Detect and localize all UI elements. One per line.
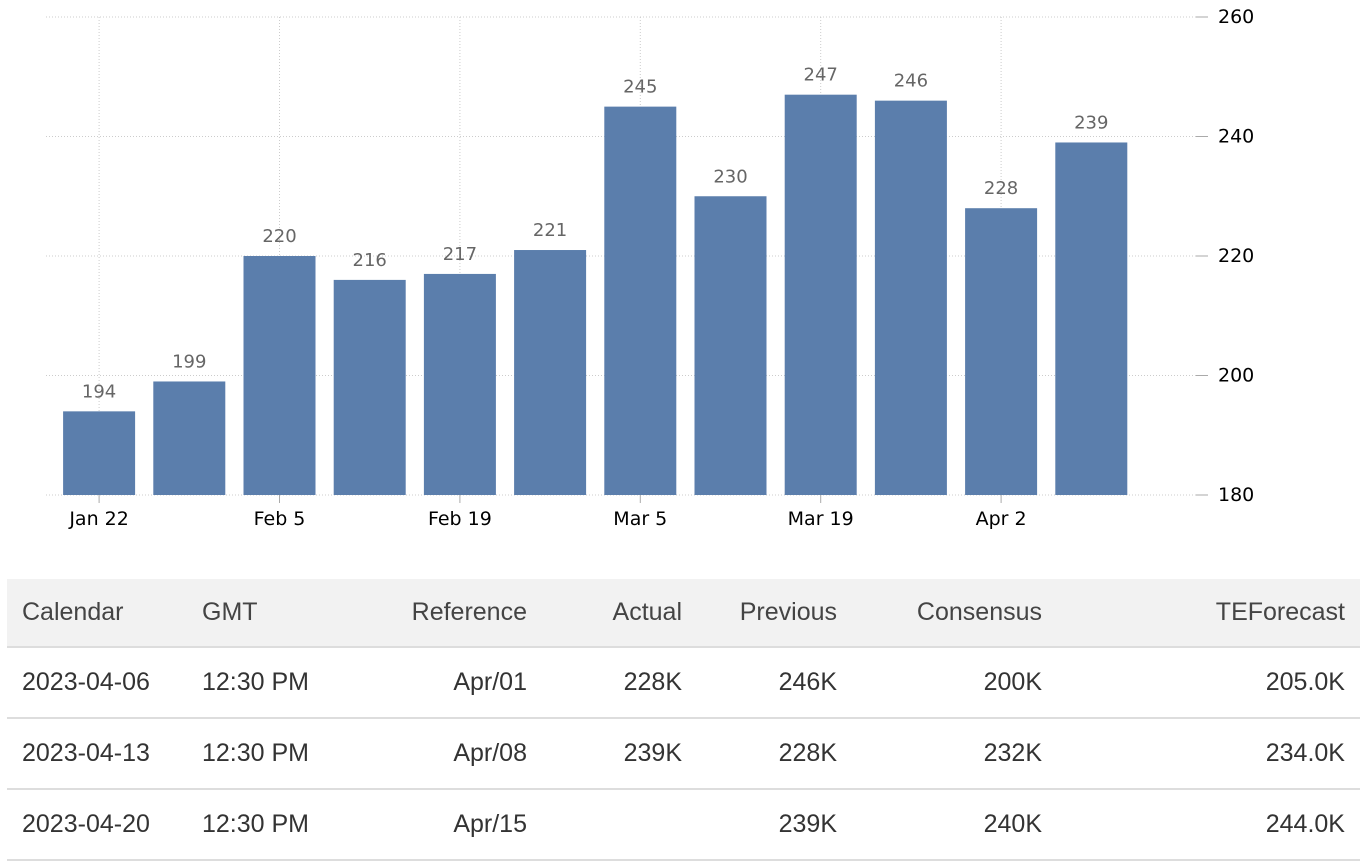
y-tick-label: 240 (1218, 126, 1254, 148)
x-tick-label: Jan 22 (68, 508, 129, 530)
header-consensus[interactable]: Consensus (852, 579, 1057, 648)
bar (965, 208, 1038, 495)
y-tick-label: 260 (1218, 6, 1254, 28)
bar-chart: 180 200 220 240 260 Jan 22 Feb 5 Feb 19 Mar 5 Mar… (46, 6, 1254, 530)
cell-reference: Apr/15 (377, 789, 542, 861)
bar (514, 250, 587, 495)
cell-calendar: 2023-04-06 (7, 647, 187, 719)
cell-actual (542, 789, 697, 861)
cell-consensus: 240K (852, 789, 1057, 861)
header-gmt[interactable]: GMT (187, 579, 377, 648)
data-label: 217 (443, 244, 477, 265)
chart-svg: 180 200 220 240 260 Jan 22 Feb 5 Feb 19 Mar 5 Mar… (46, 6, 1254, 530)
data-label: 194 (82, 381, 116, 402)
data-label: 230 (713, 166, 747, 187)
y-tick-label: 200 (1218, 365, 1254, 387)
cell-previous: 228K (697, 718, 852, 790)
cell-reference: Apr/08 (377, 718, 542, 790)
bar (63, 411, 136, 495)
cell-actual: 228K (542, 647, 697, 719)
bar (333, 279, 406, 495)
x-tick-label: Apr 2 (976, 508, 1027, 530)
header-teforecast[interactable]: TEForecast (1057, 579, 1360, 648)
data-label: 216 (353, 250, 387, 271)
table-header-row: Calendar GMT Reference Actual Previous C… (7, 579, 1360, 648)
data-label: 247 (804, 65, 838, 86)
cell-calendar: 2023-04-13 (7, 718, 187, 790)
table-row: 2023-04-06 12:30 PM Apr/01 228K 246K 200… (7, 647, 1360, 719)
table-row: 2023-04-13 12:30 PM Apr/08 239K 228K 232… (7, 718, 1360, 790)
cell-consensus: 200K (852, 647, 1057, 719)
cell-teforecast: 234.0K (1057, 718, 1360, 790)
data-label: 239 (1074, 112, 1108, 133)
cell-consensus: 232K (852, 718, 1057, 790)
data-label: 245 (623, 77, 657, 98)
cell-actual: 239K (542, 718, 697, 790)
bar (784, 94, 857, 496)
x-tick-label: Mar 19 (788, 508, 854, 530)
bar (153, 381, 226, 495)
bar (423, 273, 496, 495)
header-actual[interactable]: Actual (542, 579, 697, 648)
cell-previous: 246K (697, 647, 852, 719)
cell-gmt: 12:30 PM (187, 647, 377, 719)
data-label: 221 (533, 220, 567, 241)
header-reference[interactable]: Reference (377, 579, 542, 648)
bar (694, 196, 767, 495)
calendar-table: Calendar GMT Reference Actual Previous C… (7, 579, 1360, 861)
bar (1055, 142, 1128, 495)
cell-previous: 239K (697, 789, 852, 861)
bar (243, 256, 316, 495)
header-calendar[interactable]: Calendar (7, 579, 187, 648)
cell-reference: Apr/01 (377, 647, 542, 719)
x-tick-label: Mar 5 (613, 508, 667, 530)
bar (874, 100, 947, 496)
table-row: 2023-04-20 12:30 PM Apr/15 239K 240K 244… (7, 789, 1360, 861)
cell-teforecast: 244.0K (1057, 789, 1360, 861)
cell-calendar: 2023-04-20 (7, 789, 187, 861)
y-tick-label: 220 (1218, 245, 1254, 267)
x-tick-label: Feb 5 (254, 508, 306, 530)
cell-gmt: 12:30 PM (187, 718, 377, 790)
cell-teforecast: 205.0K (1057, 647, 1360, 719)
x-tick-label: Feb 19 (428, 508, 492, 530)
data-label: 199 (172, 351, 206, 372)
cell-gmt: 12:30 PM (187, 789, 377, 861)
bar (604, 106, 677, 495)
data-label: 246 (894, 71, 928, 92)
data-label: 220 (262, 226, 296, 247)
y-tick-label: 180 (1218, 484, 1254, 506)
data-label: 228 (984, 178, 1018, 199)
header-previous[interactable]: Previous (697, 579, 852, 648)
